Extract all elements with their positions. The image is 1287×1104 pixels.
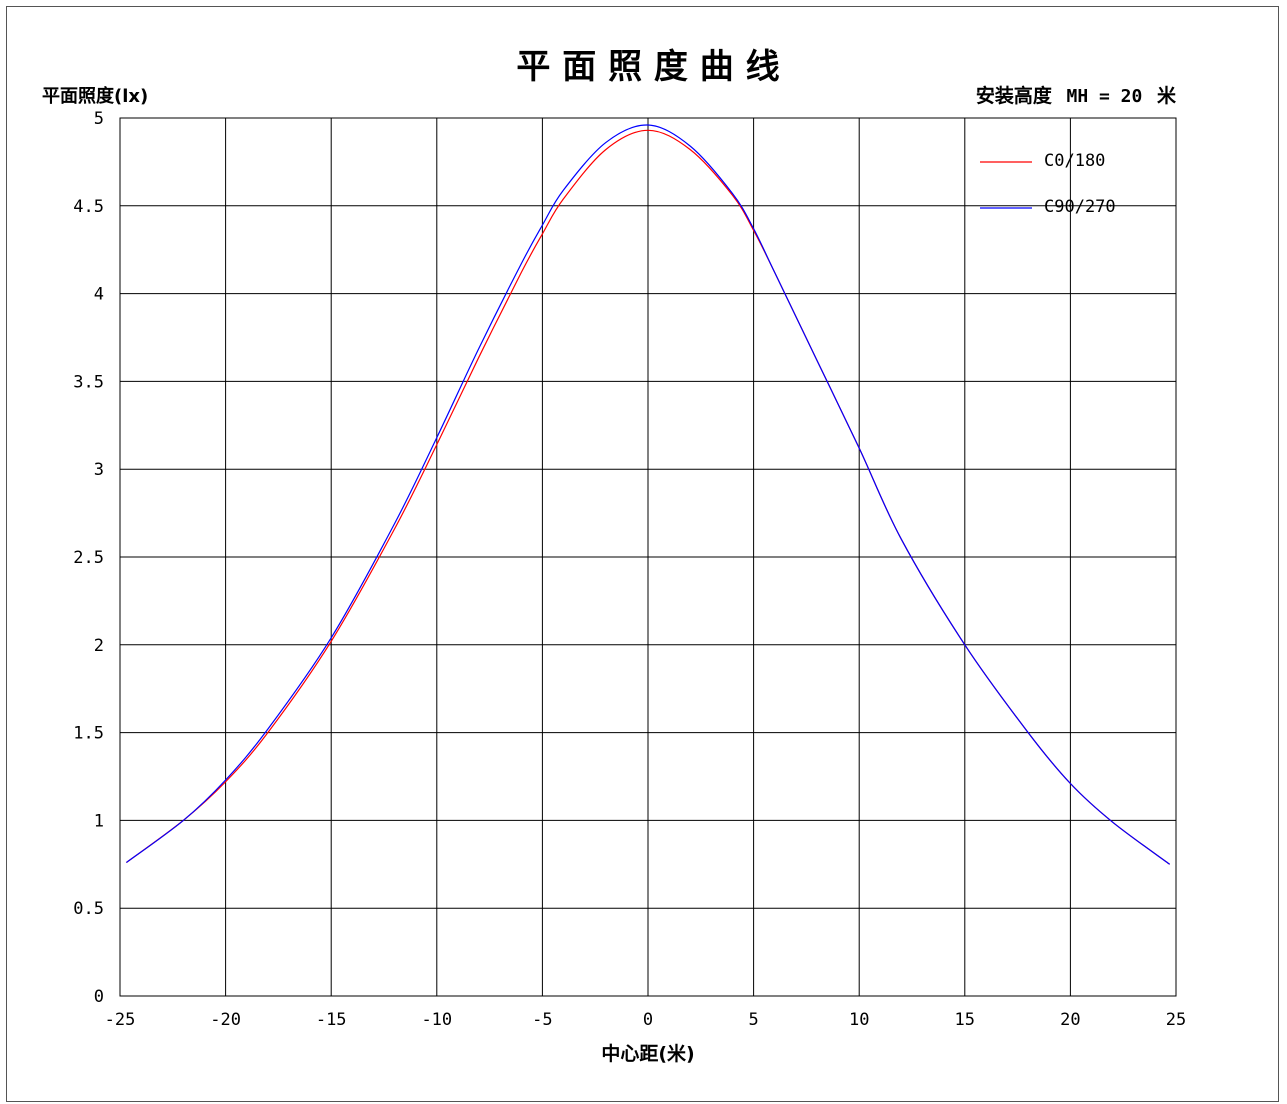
chart-title: 平 面 照 度 曲 线 — [516, 47, 779, 87]
y-tick-label: 3 — [94, 460, 104, 480]
y-tick-label: 0.5 — [73, 899, 104, 919]
x-tick-labels: -25 -20 -15 -10 -5 0 5 10 15 20 25 — [105, 1010, 1187, 1030]
y-tick-label: 0 — [94, 987, 104, 1007]
x-tick-label: -20 — [210, 1010, 241, 1030]
x-tick-label: 0 — [643, 1010, 653, 1030]
x-tick-label: 5 — [748, 1010, 758, 1030]
y-tick-label: 1.5 — [73, 724, 104, 744]
y-tick-label: 1 — [94, 811, 104, 831]
grid — [119, 117, 1177, 997]
mounting-height-unit: 米 — [1157, 84, 1177, 107]
x-tick-label: 10 — [849, 1010, 869, 1030]
y-tick-label: 4.5 — [73, 197, 104, 217]
x-tick-label: 15 — [955, 1010, 975, 1030]
y-tick-label: 2.5 — [73, 548, 104, 568]
x-tick-label: 20 — [1060, 1010, 1080, 1030]
y-tick-label: 4 — [94, 285, 104, 305]
y-tick-label: 3.5 — [73, 372, 104, 392]
y-tick-label: 2 — [94, 636, 104, 656]
x-tick-label: 25 — [1166, 1010, 1186, 1030]
series-lines — [125, 124, 1171, 865]
mounting-height-label: 安装高度 MH = 20 米 — [976, 84, 1177, 107]
mounting-height-value: MH = 20 — [1067, 86, 1143, 107]
legend-label: C90/270 — [1044, 197, 1116, 217]
y-axis-label: 平面照度(lx) — [42, 85, 148, 107]
x-tick-label: -25 — [105, 1010, 136, 1030]
x-axis-label: 中心距(米) — [601, 1042, 694, 1065]
series-line-c90-270 — [125, 124, 1171, 865]
x-tick-label: -15 — [316, 1010, 347, 1030]
plot-area-border — [119, 117, 1177, 997]
legend: C0/180 C90/270 — [980, 151, 1116, 217]
x-tick-label: -5 — [532, 1010, 552, 1030]
y-tick-label: 5 — [94, 109, 104, 129]
mounting-height-label-text: 安装高度 — [976, 84, 1053, 107]
chart-frame — [6, 6, 1279, 1102]
x-tick-label: -10 — [421, 1010, 452, 1030]
legend-label: C0/180 — [1044, 151, 1105, 171]
y-tick-labels: 0 0.5 1 1.5 2 2.5 3 3.5 4 4.5 5 — [73, 109, 104, 1007]
